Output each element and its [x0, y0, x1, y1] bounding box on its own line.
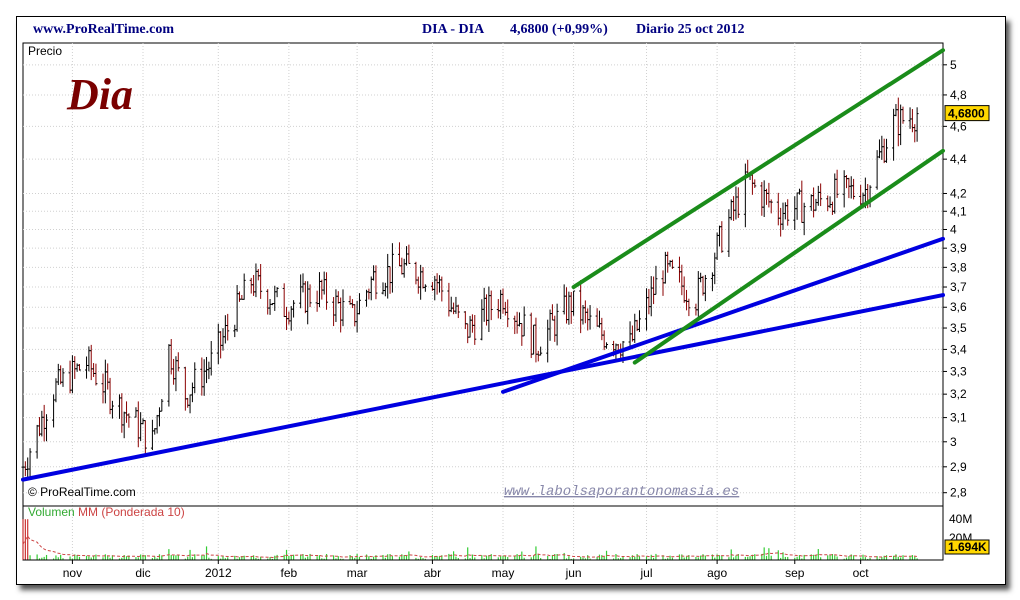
x-tick-label: may: [492, 566, 515, 580]
price-label: Precio: [28, 44, 62, 58]
price-tick-label: 4: [950, 222, 957, 236]
price-panel-border: [22, 42, 944, 507]
x-tick-label: oct: [853, 566, 870, 580]
x-tick-label: mar: [347, 566, 368, 580]
x-tick-label: 2012: [205, 566, 232, 580]
x-tick-label: ago: [707, 566, 727, 580]
price-axis: 5 4,8 4,6 4,4 4,2 4,1 4 3,9 3,8 3,7 3,6 3,5 3,4 3,3 3,…: [943, 58, 967, 500]
price-tick-label: 3,3: [950, 364, 967, 378]
price-badge-box: [944, 105, 990, 122]
volume-tick-40m: 40M: [949, 512, 972, 526]
price-tick-label: 3,1: [950, 411, 967, 425]
x-tick-label: jun: [565, 566, 582, 580]
price-tick-label: 2,8: [950, 486, 967, 500]
price-tick-label: 4,2: [950, 186, 967, 200]
price-bars: [21, 97, 919, 480]
volume-ma-line: [22, 535, 918, 559]
copyright: © ProRealTime.com: [28, 485, 136, 499]
price-tick-label: 3,5: [950, 321, 967, 335]
price-tick-label: 3,6: [950, 300, 967, 314]
price-tick-label: 4,8: [950, 88, 967, 102]
trend-line: [501, 236, 945, 394]
trend-line: [21, 293, 945, 482]
price-tick-label: 4,1: [950, 204, 967, 218]
price-grid: [23, 64, 943, 494]
volume-badge-box: [944, 539, 990, 555]
price-tick-label: 2,9: [950, 460, 967, 474]
chart-frame: www.ProRealTime.com DIA - DIA 4,6800 (+0…: [16, 16, 1006, 585]
x-tick-label: dic: [135, 566, 150, 580]
price-badge: 4,6800: [944, 105, 990, 122]
price-tick-label: 3,2: [950, 387, 967, 401]
price-tick-label: 3,9: [950, 241, 967, 255]
price-tick-label: 3,4: [950, 342, 967, 356]
x-tick-label: nov: [63, 566, 82, 580]
trend-line: [632, 148, 945, 365]
price-tick-label: 5: [950, 58, 957, 72]
ticker-name: DIA - DIA: [422, 22, 485, 37]
price-tick-label: 3,7: [950, 280, 967, 294]
chart-svg: Precio Dia www.labolsaporantonomasia.es …: [21, 42, 990, 580]
trend-line: [571, 48, 945, 290]
price-tick-label: 3,8: [950, 260, 967, 274]
period-date: Diario 25 oct 2012: [636, 22, 745, 37]
x-tick-label: feb: [281, 566, 298, 580]
volume-ma-label: MM (Ponderada 10): [78, 505, 185, 519]
chart-header: www.ProRealTime.com DIA - DIA 4,6800 (+0…: [17, 17, 1005, 41]
stock-name: Dia: [66, 70, 133, 119]
watermark-url: www.labolsaporantonomasia.es: [504, 484, 739, 500]
site-url[interactable]: www.ProRealTime.com: [33, 22, 175, 37]
trend-lines: [21, 48, 945, 482]
price-tick-label: 3: [950, 435, 957, 449]
month-grid: [71, 43, 862, 560]
volume-badge-text: 1.694K: [948, 540, 987, 554]
price-badge-text: 4,6800: [948, 107, 985, 121]
x-tick-label: abr: [424, 566, 441, 580]
last-price: 4,6800 (+0,99%): [510, 22, 608, 37]
x-tick-label: jul: [640, 566, 653, 580]
volume-label: Volumen: [28, 505, 75, 519]
price-tick-label: 4,4: [950, 152, 967, 166]
x-tick-label: sep: [785, 566, 805, 580]
x-axis: nov dic 2012 feb mar abr may jun jul ago sep oct: [63, 560, 870, 580]
volume-bars: [22, 519, 918, 560]
price-tick-label: 4,6: [950, 119, 967, 133]
